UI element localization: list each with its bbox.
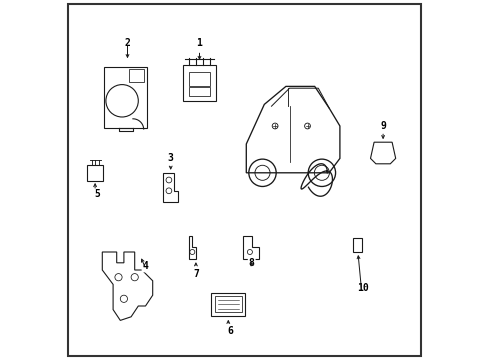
Bar	[183, 65, 215, 101]
Bar	[214, 296, 241, 312]
Bar	[87, 165, 103, 181]
Text: 6: 6	[227, 326, 233, 336]
Text: 3: 3	[167, 153, 173, 163]
Bar	[188, 87, 210, 96]
Text: 10: 10	[357, 283, 368, 293]
Bar	[104, 67, 147, 128]
Text: 9: 9	[379, 121, 385, 131]
Text: 8: 8	[248, 258, 254, 268]
Text: 2: 2	[124, 38, 130, 48]
Bar	[188, 72, 210, 86]
Bar	[353, 238, 362, 252]
Bar	[129, 69, 143, 82]
Text: 7: 7	[193, 269, 199, 279]
Bar	[211, 292, 245, 316]
Text: 4: 4	[142, 261, 148, 271]
Text: 1: 1	[196, 38, 202, 48]
Text: 5: 5	[94, 189, 100, 199]
